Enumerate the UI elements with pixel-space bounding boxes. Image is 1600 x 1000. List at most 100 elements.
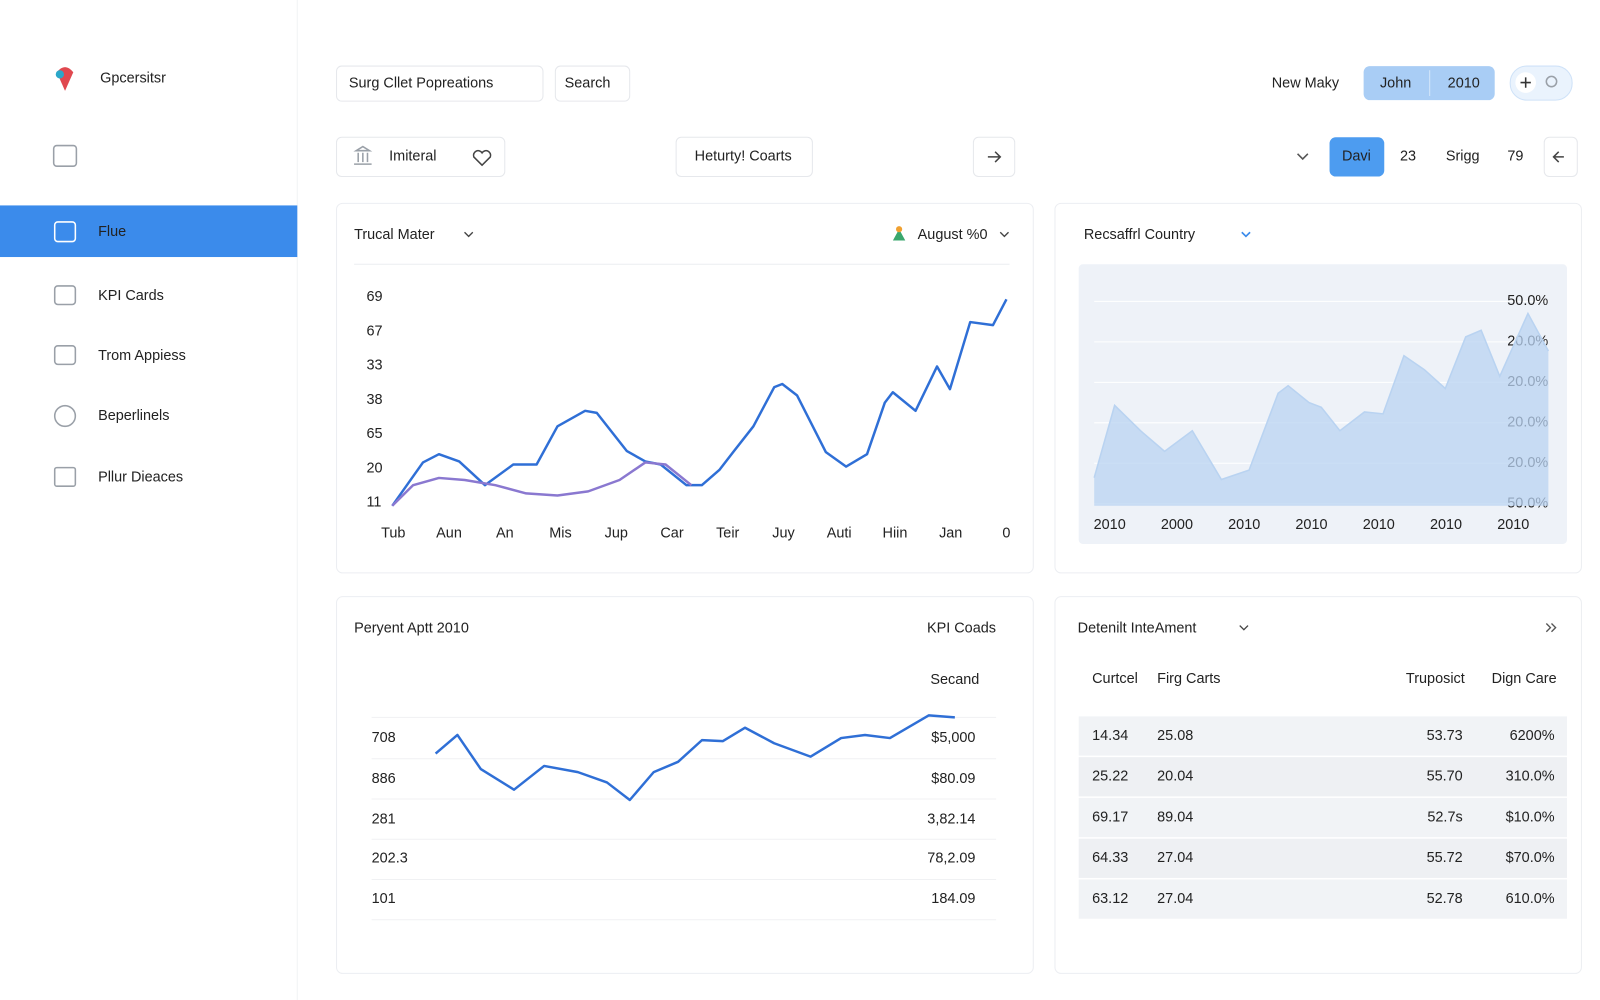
column-header: Curtcel [1092, 671, 1138, 687]
chart-title: Recsaffrl Country [1084, 227, 1196, 243]
table-cell: 6200% [1510, 728, 1555, 744]
nav-icon [52, 144, 78, 167]
x-tick-label: Auti [827, 525, 852, 541]
dropdown-icon[interactable] [464, 231, 474, 238]
table-cell: 610.0% [1506, 891, 1555, 907]
table-cell: 52.7s [1427, 809, 1462, 825]
filter-box[interactable] [336, 136, 506, 178]
pager-active[interactable] [1329, 137, 1385, 177]
x-tick-label: An [496, 525, 514, 541]
nav-active [0, 205, 298, 258]
nav-icon [53, 221, 77, 243]
x-tick-label: Car [660, 525, 683, 541]
column-header: Dign Care [1492, 671, 1557, 687]
x-tick-label: 2010 [1295, 517, 1327, 533]
row-label: 281 [372, 811, 396, 827]
chevron-icon[interactable] [1297, 153, 1309, 161]
center-label[interactable]: Heturty! Coarts [695, 149, 792, 165]
sidebar [0, 0, 298, 1000]
row-label: 886 [372, 771, 396, 787]
user-name: New Maky [1272, 75, 1340, 91]
x-tick-label: Jup [605, 525, 628, 541]
y-tick-label: 67 [366, 323, 382, 339]
table-cell: 52.78 [1427, 891, 1463, 907]
chart-subtitle[interactable]: KPI Coads [927, 620, 996, 636]
table-cell: 14.34 [1092, 728, 1128, 744]
nav-icons [53, 285, 77, 487]
y-tick-label: 33 [366, 358, 382, 374]
back-icon [1552, 151, 1564, 163]
pager-item[interactable]: Davi [1342, 149, 1371, 165]
page-title: Surg Cllet Popreations [349, 75, 493, 91]
logo [55, 67, 74, 91]
table-cell: 27.04 [1157, 850, 1193, 866]
title-box [336, 65, 544, 102]
table-cell: 25.08 [1157, 728, 1193, 744]
table-row [1078, 879, 1567, 919]
x-tick-label: Tub [381, 525, 405, 541]
tab[interactable]: 2010 [1448, 75, 1480, 91]
person-icon [892, 229, 906, 241]
table-cell: 27.04 [1157, 891, 1193, 907]
tab[interactable]: John [1380, 75, 1411, 91]
nav-item[interactable]: Pllur Dieaces [98, 470, 183, 486]
plus-icon [1520, 77, 1531, 88]
nav-item[interactable]: Trom Appiess [98, 348, 186, 364]
x-tick-label: 2010 [1363, 517, 1395, 533]
nav-item[interactable]: Beperlinels [98, 408, 169, 424]
table-cell: 25.22 [1092, 769, 1128, 785]
data-line [391, 461, 693, 507]
search[interactable]: Search [565, 75, 611, 91]
table-cell: 55.72 [1427, 850, 1463, 866]
pager-item[interactable]: 23 [1400, 149, 1416, 165]
y-tick-label: 20 [366, 460, 382, 476]
chart-title: Peryent Aptt 2010 [354, 620, 469, 636]
x-tick-label: Aun [436, 525, 462, 541]
dropdown-icon[interactable] [999, 231, 1009, 238]
row-value: 3,82.14 [927, 811, 975, 827]
table-cell: $10.0% [1506, 809, 1555, 825]
row-label: 708 [372, 730, 396, 746]
person-head [896, 226, 903, 233]
x-tick-label: 2010 [1497, 517, 1529, 533]
table-row [1078, 797, 1567, 838]
expand-icon[interactable] [1545, 623, 1557, 633]
pager-item[interactable]: Srigg [1446, 149, 1480, 165]
bank-icon [353, 145, 373, 165]
y-tick-label: 50.0% [1507, 293, 1548, 309]
x-tick-label: 2010 [1228, 517, 1260, 533]
table-cell: 89.04 [1157, 809, 1193, 825]
table-cell: 20.04 [1157, 769, 1193, 785]
column-header: Firg Carts [1157, 671, 1220, 687]
x-tick-label: 0 [1002, 525, 1010, 541]
row-value: 78,2.09 [927, 851, 975, 867]
center-box[interactable] [675, 136, 813, 178]
table-row [1078, 716, 1567, 756]
column-header: Truposict [1406, 671, 1465, 687]
nav-item[interactable]: KPI Cards [98, 288, 164, 304]
row-label: 101 [372, 891, 396, 907]
search-box[interactable] [554, 65, 631, 102]
x-tick-label: Jan [939, 525, 962, 541]
x-tick-label: Teir [716, 525, 739, 541]
row-value: $5,000 [931, 730, 975, 746]
heart-icon[interactable] [472, 149, 492, 167]
card [336, 596, 1034, 974]
table-cell: 69.17 [1092, 809, 1128, 825]
pager-item[interactable]: 79 [1507, 149, 1523, 165]
chart-title: Trucal Mater [354, 227, 435, 243]
search-icon[interactable] [1545, 75, 1558, 88]
column-label: Secand [930, 672, 979, 688]
dropdown-icon[interactable] [1241, 231, 1251, 238]
chart-filter[interactable]: August %0 [918, 227, 988, 243]
nav-item[interactable]: Flue [98, 224, 126, 240]
row-label: 202.3 [372, 851, 408, 867]
x-tick-label: 2010 [1094, 517, 1126, 533]
table-cell: 55.70 [1427, 769, 1463, 785]
table-title: Detenilt InteAment [1078, 620, 1197, 636]
table-cell: 64.33 [1092, 850, 1128, 866]
data-line [434, 714, 955, 802]
dropdown-icon[interactable] [1239, 625, 1249, 631]
filter-label[interactable]: Imiteral [389, 149, 436, 165]
